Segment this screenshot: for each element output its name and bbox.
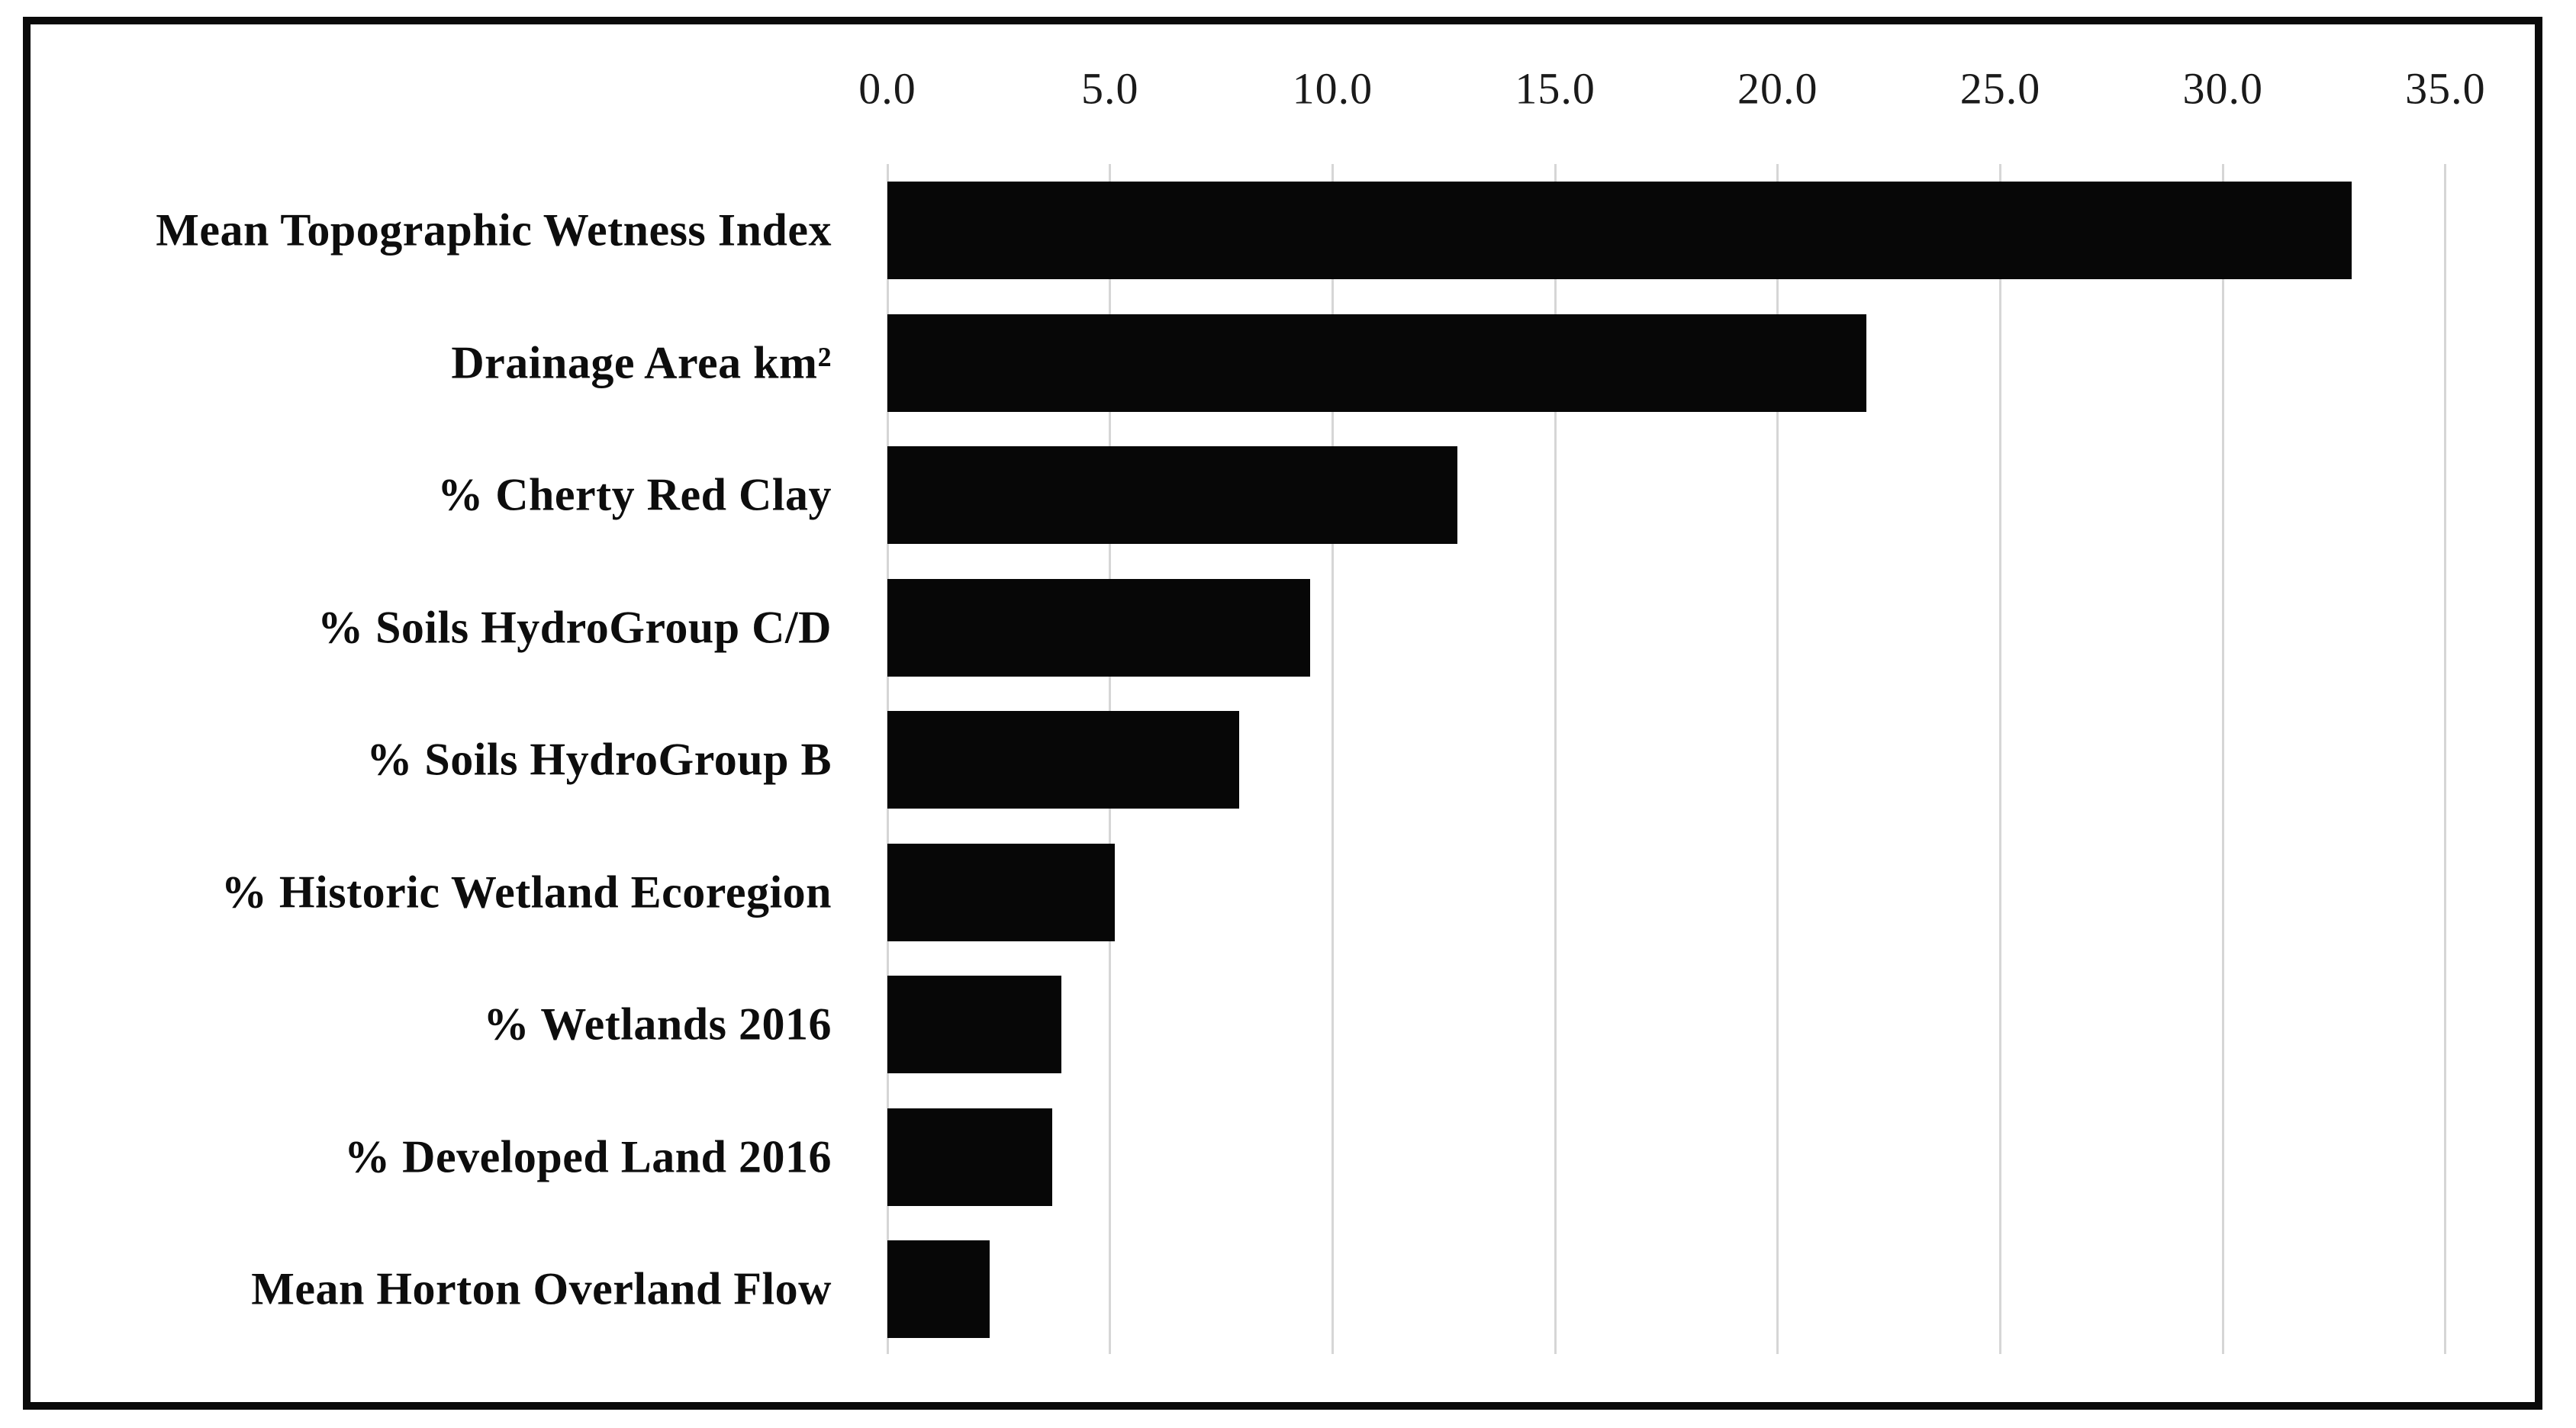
- gridline-30.0: [2221, 164, 2224, 1354]
- category-label: % Historic Wetland Ecoregion: [221, 867, 832, 917]
- figure-frame: 0.0 5.0 10.0 15.0 20.0 25.0 30.0 35.0 Mean Topog…: [23, 17, 2542, 1410]
- category-label: Mean Horton Overland Flow: [251, 1263, 832, 1314]
- x-axis-tick-label: 5.0: [1080, 63, 1139, 114]
- gridline-10.0: [1331, 164, 1334, 1354]
- chart-bar: [887, 446, 1457, 544]
- x-axis-tick-label: 30.0: [2182, 63, 2263, 114]
- category-label: % Cherty Red Clay: [437, 469, 832, 520]
- chart-bar: [887, 578, 1311, 677]
- x-axis-tick-label: 20.0: [1737, 63, 1818, 114]
- category-label: % Soils HydroGroup B: [366, 734, 832, 785]
- chart-bar: [887, 1240, 990, 1338]
- category-label: Mean Topographic Wetness Index: [156, 204, 832, 256]
- x-axis-tick-label: 10.0: [1292, 63, 1373, 114]
- gridline-20.0: [1776, 164, 1779, 1354]
- x-axis-tick-label: 15.0: [1515, 63, 1596, 114]
- category-label: % Soils HydroGroup C/D: [317, 602, 832, 652]
- gridline-25.0: [1999, 164, 2001, 1354]
- category-label: % Wetlands 2016: [483, 999, 832, 1050]
- chart-bar: [887, 314, 1867, 412]
- x-axis-tick-label: 0.0: [858, 63, 916, 114]
- chart-bar: [887, 182, 2352, 279]
- chart-bar: [887, 711, 1239, 809]
- category-label: % Developed Land 2016: [344, 1131, 832, 1182]
- gridline-15.0: [1554, 164, 1557, 1354]
- x-axis-tick-label: 35.0: [2405, 63, 2486, 114]
- gridline-35.0: [2444, 164, 2447, 1354]
- chart-bar: [887, 843, 1115, 941]
- chart-bar: [887, 976, 1061, 1073]
- category-label: Drainage Area km²: [451, 337, 832, 388]
- x-axis-tick-label: 25.0: [1959, 63, 2041, 114]
- chart-bar: [887, 1108, 1052, 1206]
